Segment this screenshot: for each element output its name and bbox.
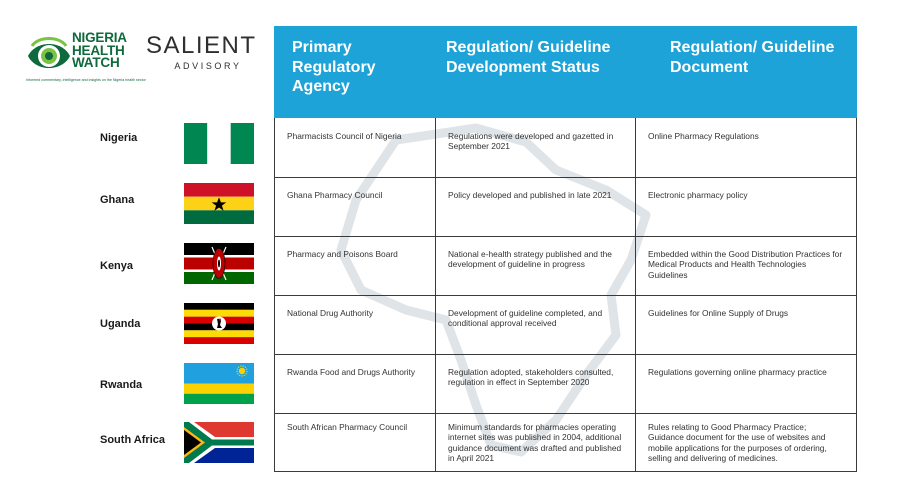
status-cell: Development of guideline completed, and … bbox=[435, 295, 635, 354]
agency-cell: Ghana Pharmacy Council bbox=[274, 177, 435, 236]
agency-cell: Pharmacists Council of Nigeria bbox=[274, 118, 435, 177]
south-africa-flag-icon bbox=[184, 422, 254, 463]
table-row: Pharmacy and Poisons Board National e-he… bbox=[274, 236, 857, 295]
status-cell: Regulations were developed and gazetted … bbox=[435, 118, 635, 177]
row-divider bbox=[274, 236, 857, 237]
country-ghana: Ghana bbox=[100, 194, 135, 206]
nhw-line2: HEALTH bbox=[72, 42, 125, 58]
nhw-line3: WATCH bbox=[72, 55, 120, 70]
table-row: Pharmacists Council of Nigeria Regulatio… bbox=[274, 118, 857, 177]
nhw-wordmark: NIGERIA HEALTH WATCH bbox=[72, 30, 127, 70]
country-uganda: Uganda bbox=[100, 318, 141, 330]
agency-cell: National Drug Authority bbox=[274, 295, 435, 354]
row-divider bbox=[274, 295, 857, 296]
nigeria-flag-icon bbox=[184, 123, 254, 164]
nigeria-health-watch-logo: NIGERIA HEALTH WATCH Informed commentary… bbox=[26, 28, 146, 82]
header-agency: Primary Regulatory Agency bbox=[292, 39, 376, 95]
salient-advisory-logo: SALIENT ADVISORY bbox=[146, 32, 264, 72]
ghana-flag-icon bbox=[184, 183, 254, 224]
document-cell: Online Pharmacy Regulations bbox=[635, 118, 857, 177]
nhw-line1: NIGERIA bbox=[72, 30, 127, 45]
table-row: Ghana Pharmacy Council Policy developed … bbox=[274, 177, 857, 236]
agency-cell: Pharmacy and Poisons Board bbox=[274, 236, 435, 295]
table-row: South African Pharmacy Council Minimum s… bbox=[274, 413, 857, 472]
country-south-africa: South Africa bbox=[100, 434, 165, 446]
document-cell: Electronic pharmacy policy bbox=[635, 177, 857, 236]
table-header: Primary Regulatory Agency Regulation/ Gu… bbox=[274, 26, 857, 118]
nhw-tagline: Informed commentary, intelligence and in… bbox=[26, 78, 146, 82]
status-cell: Minimum standards for pharmacies operati… bbox=[435, 413, 635, 472]
country-kenya: Kenya bbox=[100, 260, 134, 272]
document-cell: Rules relating to Good Pharmacy Practice… bbox=[635, 413, 857, 472]
country-nigeria: Nigeria bbox=[100, 132, 138, 144]
row-divider bbox=[274, 177, 857, 178]
kenya-flag-icon bbox=[184, 243, 254, 284]
row-divider bbox=[274, 354, 857, 355]
salient-subtitle: ADVISORY bbox=[174, 61, 242, 71]
table-row: Rwanda Food and Drugs Authority Regulati… bbox=[274, 354, 857, 413]
rwanda-flag-icon bbox=[184, 363, 254, 404]
header-status: Regulation/ Guideline Development Status bbox=[446, 39, 611, 76]
row-divider bbox=[274, 471, 857, 472]
eye-logo-icon bbox=[28, 37, 70, 68]
uganda-flag-icon bbox=[184, 303, 254, 344]
row-divider bbox=[274, 413, 857, 414]
country-rwanda: Rwanda bbox=[100, 379, 143, 391]
status-cell: Regulation adopted, stakeholders consult… bbox=[435, 354, 635, 413]
status-cell: Policy developed and published in late 2… bbox=[435, 177, 635, 236]
agency-cell: South African Pharmacy Council bbox=[274, 413, 435, 472]
document-cell: Embedded within the Good Distribution Pr… bbox=[635, 236, 857, 295]
table-body: Pharmacists Council of Nigeria Regulatio… bbox=[274, 118, 857, 472]
document-cell: Guidelines for Online Supply of Drugs bbox=[635, 295, 857, 354]
header-document: Regulation/ Guideline Document bbox=[670, 39, 835, 76]
document-cell: Regulations governing online pharmacy pr… bbox=[635, 354, 857, 413]
agency-cell: Rwanda Food and Drugs Authority bbox=[274, 354, 435, 413]
regulation-table: Primary Regulatory Agency Regulation/ Gu… bbox=[274, 26, 857, 472]
salient-wordmark: SALIENT bbox=[146, 32, 257, 59]
status-cell: National e-health strategy published and… bbox=[435, 236, 635, 295]
table-row: National Drug Authority Development of g… bbox=[274, 295, 857, 354]
